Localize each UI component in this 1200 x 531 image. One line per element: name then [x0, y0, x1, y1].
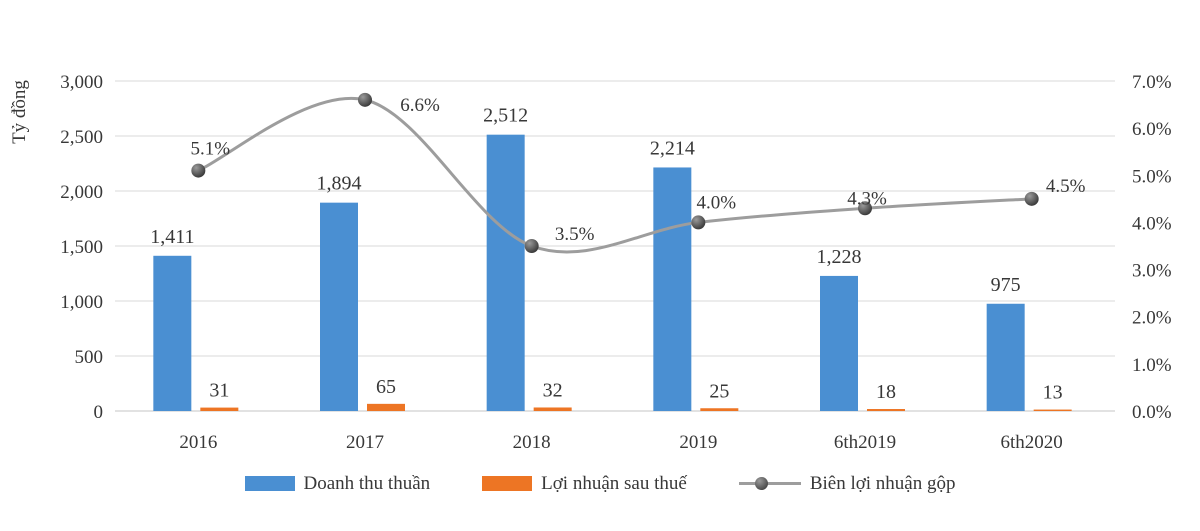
x-axis-label: 2019: [679, 432, 717, 453]
profit-after-tax-value-label: 65: [376, 376, 396, 398]
net-revenue-value-label: 2,512: [483, 105, 528, 127]
y-axis-tick-right: 6.0%: [1132, 119, 1172, 140]
net-revenue-value-label: 975: [991, 274, 1021, 296]
gross-margin-value-label: 6.6%: [400, 95, 440, 116]
x-axis-label: 6th2020: [1001, 432, 1063, 453]
y-axis-tick-left: 0: [94, 402, 104, 423]
y-axis-tick-left: 3,000: [60, 72, 103, 93]
net-revenue-bar: [820, 275, 858, 411]
profit-after-tax-bar: [533, 407, 572, 411]
y-axis-tick-left: 1,000: [60, 292, 103, 313]
net-revenue-bar: [153, 255, 192, 411]
net-revenue-value-label: 1,411: [150, 226, 194, 248]
gross-margin-value-label: 5.1%: [191, 139, 231, 160]
net-revenue-value-label: 2,214: [650, 137, 695, 159]
y-axis-tick-left: 500: [75, 347, 104, 368]
profit-after-tax-value-label: 18: [876, 381, 896, 403]
legend-label-profit-after-tax: Lợi nhuận sau thuế: [541, 473, 687, 494]
gross-margin-marker: [524, 239, 539, 253]
y-axis-tick-right: 1.0%: [1132, 355, 1172, 376]
legend-label-net-revenue: Doanh thu thuần: [303, 473, 431, 494]
legend-item-gross-margin: Biên lợi nhuận gộp: [738, 473, 956, 494]
profit-after-tax-bar: [867, 409, 905, 411]
profit-after-tax-value-label: 25: [709, 380, 729, 402]
profit-after-tax-bar: [200, 407, 239, 411]
gross-margin-marker: [1024, 191, 1039, 206]
y-axis-tick-right: 2.0%: [1132, 308, 1172, 329]
x-axis-label: 2018: [513, 432, 551, 453]
net-revenue-bar: [320, 202, 358, 411]
gross-margin-marker: [191, 163, 206, 178]
x-axis-label: 2017: [346, 432, 384, 453]
gross-margin-value-label: 4.5%: [1046, 176, 1086, 197]
gross-margin-value-label: 3.5%: [555, 224, 595, 245]
profit-after-tax-bar: [1033, 409, 1072, 411]
left-axis-title: Tỷ đồng: [9, 80, 30, 144]
gross-margin-line-swatch: [738, 476, 801, 491]
legend-item-profit-after-tax: Lợi nhuận sau thuế: [482, 474, 687, 493]
profit-after-tax-value-label: 32: [543, 379, 563, 401]
profit-after-tax-swatch: [482, 476, 533, 491]
marker-sample-icon: [754, 477, 768, 490]
net-revenue-value-label: 1,228: [817, 246, 862, 268]
x-axis-label: 2016: [179, 432, 217, 453]
legend-item-net-revenue: Doanh thu thuần: [244, 473, 431, 494]
profit-after-tax-value-label: 31: [209, 380, 229, 402]
line-sample-icon: [738, 482, 801, 485]
profit-after-tax-bar: [367, 403, 405, 411]
gross-margin-marker: [691, 215, 706, 230]
y-axis-tick-left: 2,500: [60, 127, 103, 148]
y-axis-tick-left: 2,000: [60, 182, 103, 203]
y-axis-tick-right: 0.0%: [1132, 402, 1172, 423]
net-revenue-bar: [486, 134, 525, 411]
gross-margin-marker: [858, 201, 872, 216]
gross-margin-marker: [358, 92, 372, 107]
gross-margin-value-label: 4.3%: [847, 188, 887, 209]
y-axis-tick-right: 4.0%: [1132, 213, 1172, 234]
chart-legend: Doanh thu thuần Lợi nhuận sau thuế Biên …: [0, 474, 1200, 493]
gross-margin-value-label: 4.0%: [697, 192, 737, 213]
y-axis-tick-right: 5.0%: [1132, 166, 1172, 187]
y-axis-tick-right: 7.0%: [1132, 72, 1172, 93]
net-revenue-bar: [986, 303, 1025, 411]
legend-label-gross-margin: Biên lợi nhuận gộp: [809, 473, 956, 494]
x-axis-label: 6th2019: [834, 432, 896, 453]
net-revenue-swatch: [244, 476, 295, 491]
net-revenue-bar: [653, 167, 692, 411]
y-axis-tick-left: 1,500: [60, 237, 103, 258]
net-revenue-value-label: 1,894: [317, 173, 362, 195]
profit-after-tax-bar: [700, 408, 739, 411]
y-axis-tick-right: 3.0%: [1132, 261, 1172, 282]
profit-after-tax-value-label: 13: [1043, 382, 1063, 404]
